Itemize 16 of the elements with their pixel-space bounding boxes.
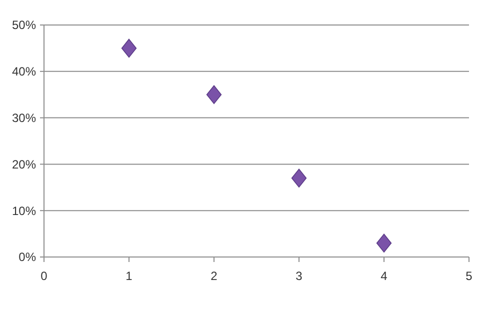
y-tick-label: 30% xyxy=(12,111,36,125)
x-tick-label: 2 xyxy=(210,269,218,283)
point xyxy=(206,85,222,104)
y-tick-label: 40% xyxy=(12,64,36,79)
x-tick-label: 4 xyxy=(380,269,388,283)
x-tick-label: 0 xyxy=(40,269,48,283)
point xyxy=(376,234,392,252)
x-tick-label: 1 xyxy=(126,269,133,283)
y-tick-label: 10% xyxy=(12,204,36,218)
point xyxy=(121,38,137,58)
y-tick-label: 20% xyxy=(12,157,36,172)
x-tick-label: 3 xyxy=(296,269,303,283)
y-tick-label: 0% xyxy=(18,250,36,264)
x-tick-label: 5 xyxy=(466,269,473,283)
y-tick-label: 50% xyxy=(12,18,36,32)
point xyxy=(291,168,307,188)
